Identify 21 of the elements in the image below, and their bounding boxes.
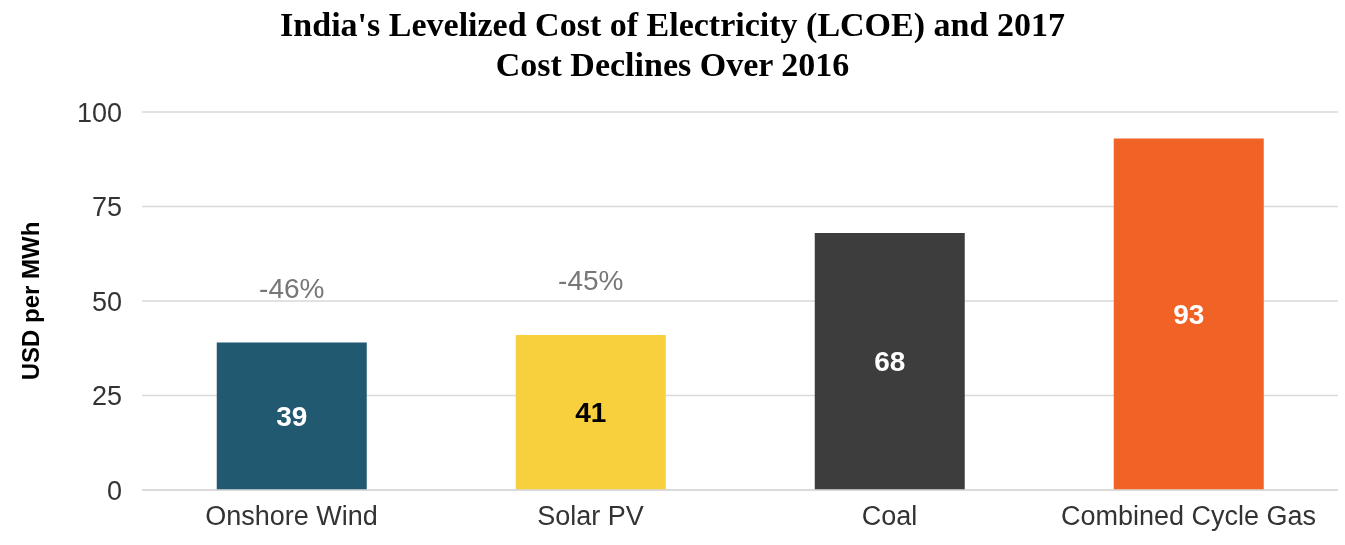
bar [515, 335, 666, 490]
y-tick-label: 25 [91, 381, 122, 412]
annotation: -45% [558, 265, 624, 297]
annotation: -46% [259, 272, 325, 304]
y-tick-label: 0 [106, 475, 122, 506]
chart-title: India's Levelized Cost of Electricity (LCOE) and 2017 Cost Declines Over 2016 [279, 5, 1066, 85]
bar [814, 232, 965, 490]
x-tick-label: Coal [861, 501, 918, 532]
data-label: 68 [874, 346, 906, 378]
data-label: 93 [1173, 299, 1205, 331]
bar [1113, 138, 1264, 490]
y-axis-title: USD per MWh [16, 221, 44, 381]
bar [216, 342, 367, 490]
y-tick-label: 75 [91, 192, 122, 223]
y-tick-label: 50 [91, 286, 122, 317]
data-label: 41 [575, 397, 607, 429]
x-tick-label: Onshore Wind [205, 501, 378, 532]
x-tick-label: Solar PV [537, 501, 644, 532]
data-label: 39 [276, 401, 308, 433]
x-tick-label: Combined Cycle Gas [1060, 501, 1317, 532]
y-tick-label: 100 [76, 97, 122, 128]
